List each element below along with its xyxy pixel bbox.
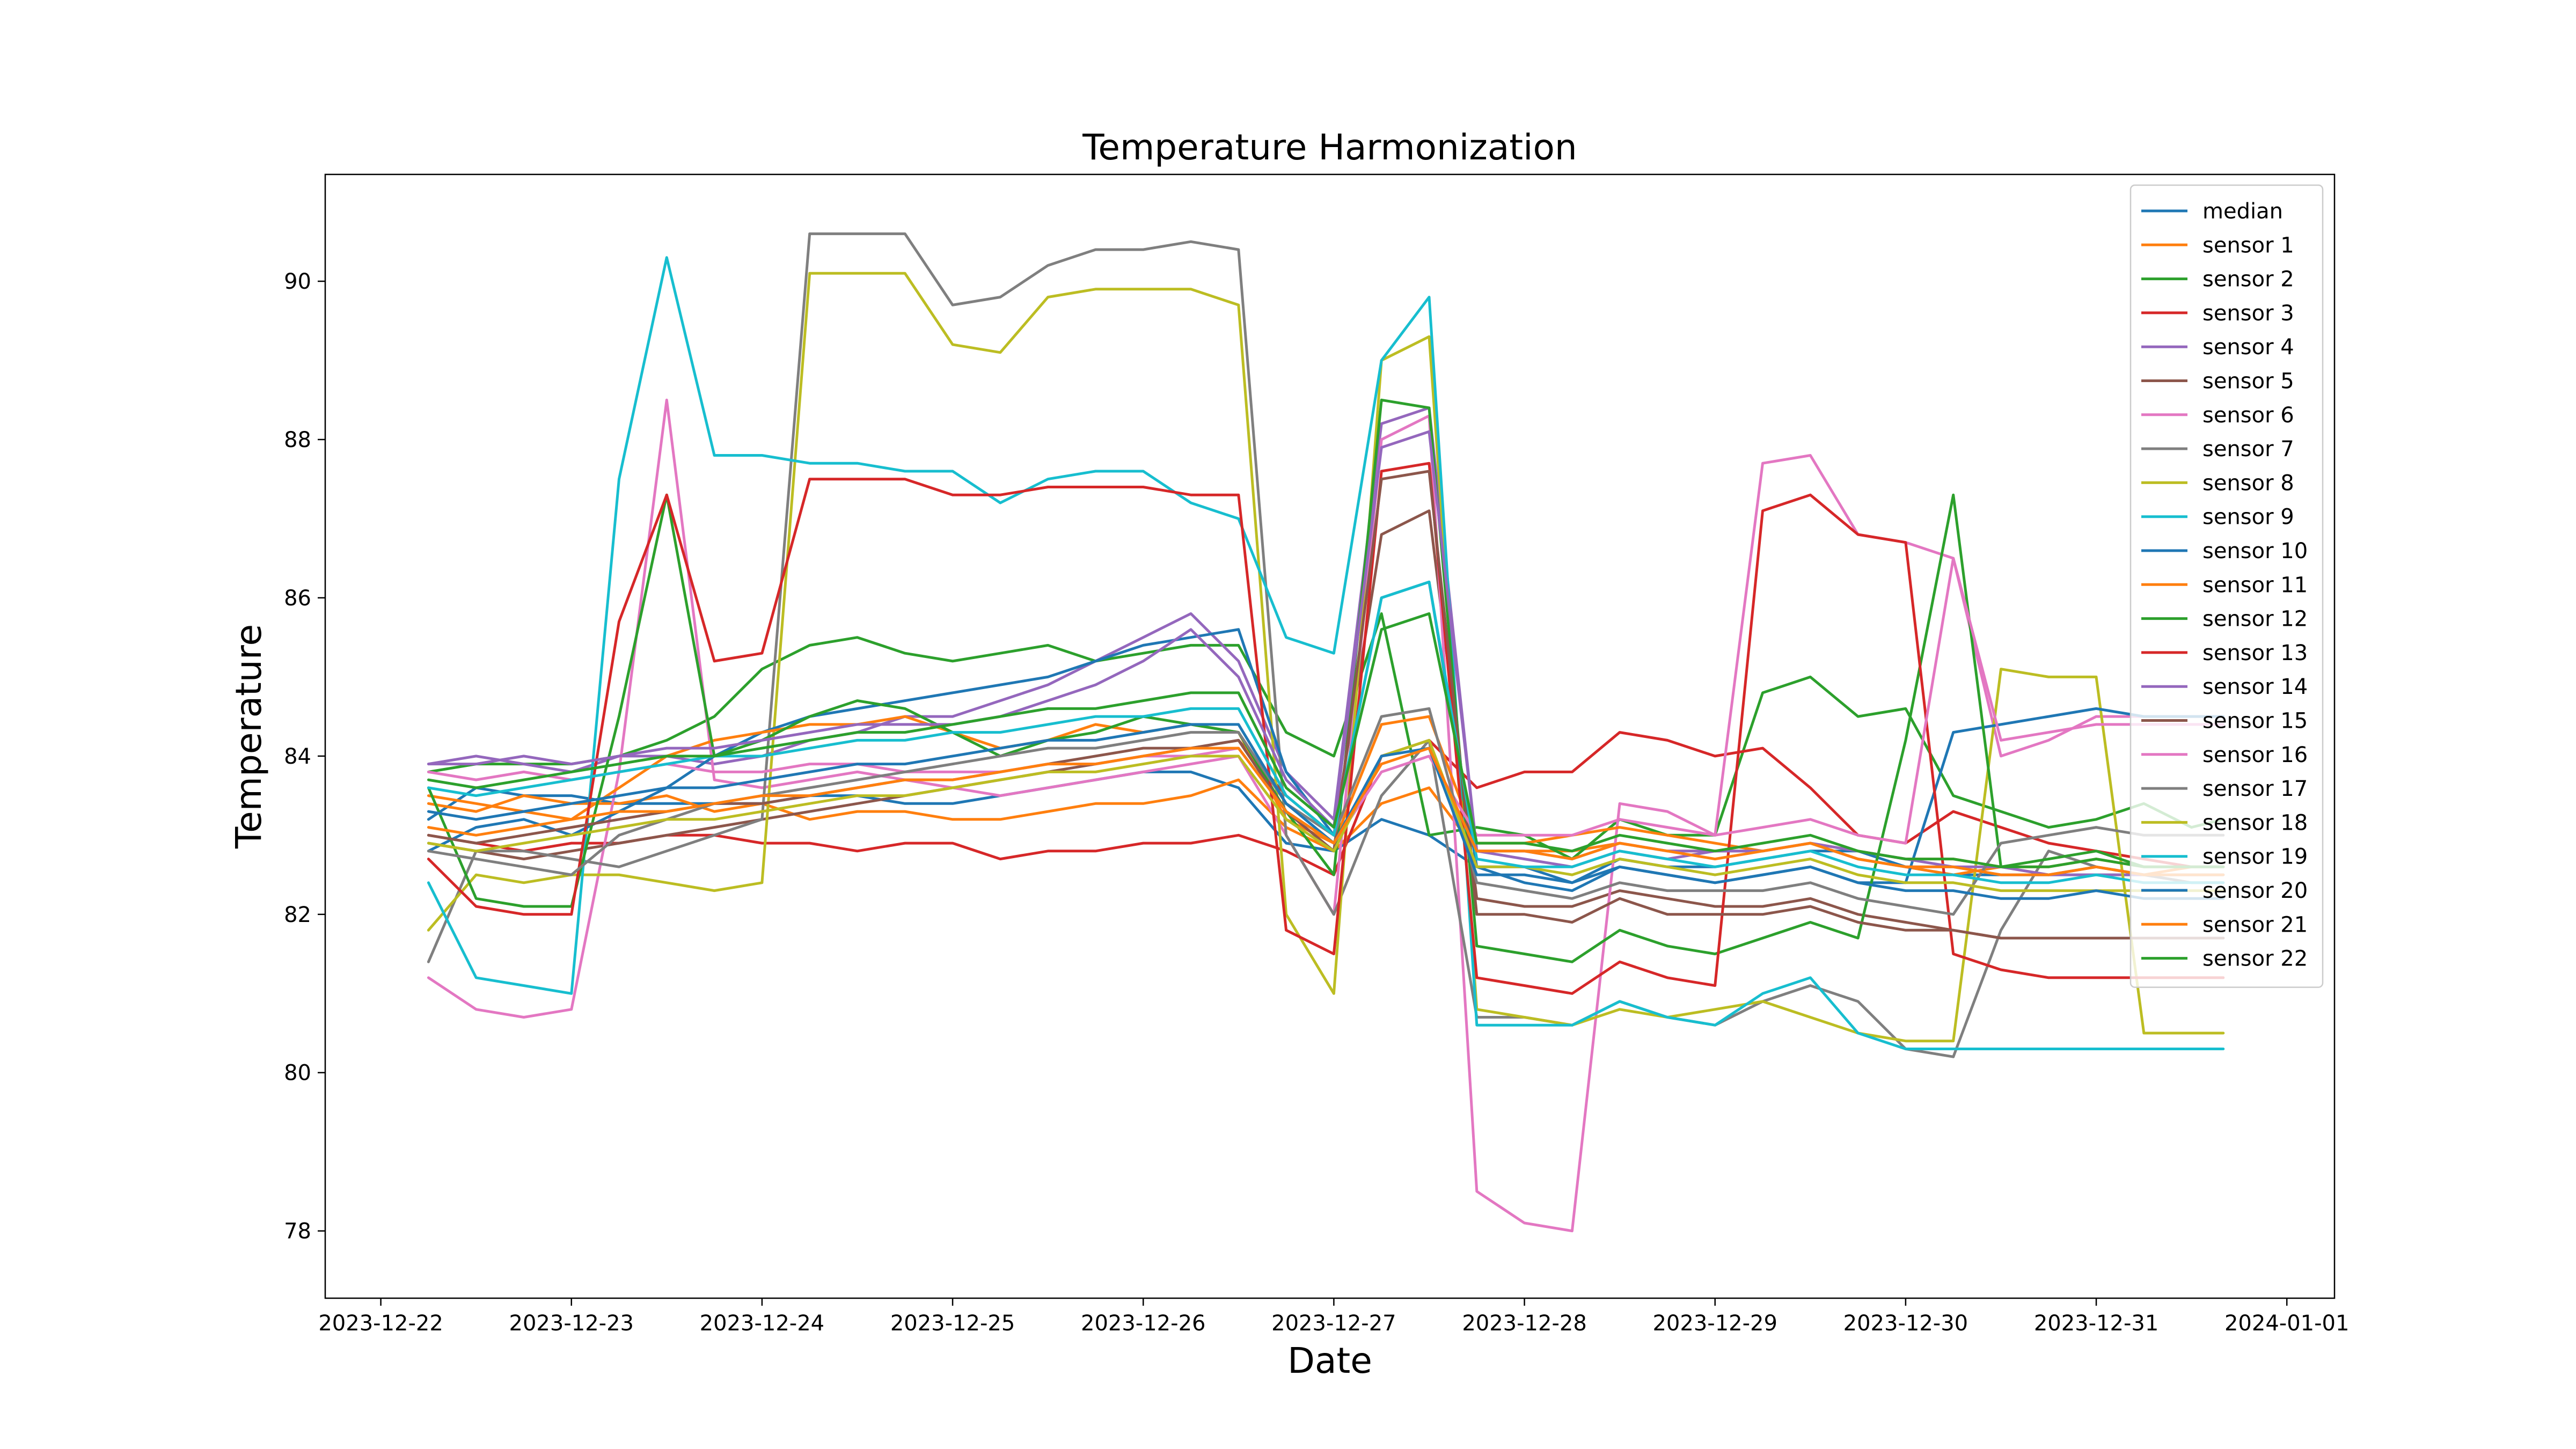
x-tick-label: 2023-12-22 bbox=[318, 1311, 443, 1336]
y-tick-label: 82 bbox=[284, 903, 311, 927]
series-line-22 bbox=[427, 612, 2225, 868]
series-line-21 bbox=[427, 747, 2225, 876]
series-line-18 bbox=[427, 738, 2225, 892]
legend-label: sensor 15 bbox=[2202, 709, 2308, 734]
series-line-19 bbox=[427, 580, 2225, 884]
x-axis-label: Date bbox=[1287, 1340, 1372, 1381]
legend-label: sensor 1 bbox=[2202, 233, 2294, 258]
series-layer bbox=[427, 232, 2225, 1233]
series-line-13 bbox=[427, 462, 2225, 995]
legend-label: sensor 14 bbox=[2202, 675, 2308, 699]
legend-label: sensor 13 bbox=[2202, 641, 2308, 665]
legend-frame bbox=[2129, 184, 2324, 988]
y-tick-label: 86 bbox=[284, 586, 311, 611]
legend-label: sensor 9 bbox=[2202, 505, 2294, 530]
legend-label: sensor 12 bbox=[2202, 607, 2308, 632]
y-axis-label: Temperature bbox=[228, 624, 269, 849]
legend-label: sensor 7 bbox=[2202, 437, 2294, 462]
series-line-12 bbox=[427, 398, 2225, 963]
y-tick-label: 80 bbox=[284, 1061, 311, 1086]
series-line-2 bbox=[427, 612, 2225, 861]
chart-title: Temperature Harmonization bbox=[1082, 127, 1577, 168]
series-line-7 bbox=[427, 232, 2225, 1058]
legend-label: sensor 4 bbox=[2202, 335, 2294, 360]
y-tick-label: 88 bbox=[284, 428, 311, 452]
x-tick-label: 2023-12-27 bbox=[1271, 1311, 1396, 1336]
y-tick-label: 78 bbox=[284, 1219, 311, 1244]
x-tick-label: 2023-12-26 bbox=[1081, 1311, 1205, 1336]
legend-label: sensor 8 bbox=[2202, 471, 2294, 495]
legend-label: median bbox=[2202, 199, 2283, 224]
legend-label: sensor 3 bbox=[2202, 301, 2294, 326]
legend-label: sensor 20 bbox=[2202, 879, 2308, 903]
legend-label: sensor 22 bbox=[2202, 947, 2308, 971]
legend-label: sensor 11 bbox=[2202, 573, 2308, 597]
legend-label: sensor 5 bbox=[2202, 369, 2294, 394]
x-tick-label: 2024-01-01 bbox=[2224, 1311, 2349, 1336]
plot-frame bbox=[324, 173, 2336, 1299]
legend-label: sensor 18 bbox=[2202, 810, 2308, 835]
x-tick-label: 2023-12-25 bbox=[890, 1311, 1015, 1336]
x-tick-label: 2023-12-29 bbox=[1652, 1311, 1777, 1336]
legend-label: sensor 10 bbox=[2202, 539, 2308, 564]
legend-label: sensor 17 bbox=[2202, 777, 2308, 801]
legend-label: sensor 6 bbox=[2202, 403, 2294, 428]
series-line-9 bbox=[427, 256, 2225, 1050]
legend-label: sensor 19 bbox=[2202, 845, 2308, 869]
series-line-8 bbox=[427, 272, 2225, 1043]
x-tick-label: 2023-12-31 bbox=[2034, 1311, 2158, 1336]
plot-area bbox=[324, 173, 2336, 1299]
y-axis: 78 80 82 84 86 88 90 bbox=[284, 269, 325, 1244]
x-axis: 2023-12-22 2023-12-23 2023-12-24 2023-12-25… bbox=[318, 1298, 2349, 1336]
y-tick-label: 90 bbox=[284, 269, 311, 294]
legend-label: sensor 2 bbox=[2202, 267, 2294, 292]
legend-label: sensor 16 bbox=[2202, 743, 2308, 767]
legend: median sensor 1 sensor 2 sensor 3 sensor 4 se… bbox=[2129, 184, 2324, 988]
y-tick-label: 84 bbox=[284, 744, 311, 769]
x-tick-label: 2023-12-30 bbox=[1843, 1311, 1968, 1336]
x-tick-label: 2023-12-23 bbox=[509, 1311, 634, 1336]
x-tick-label: 2023-12-24 bbox=[700, 1311, 824, 1336]
x-tick-label: 2023-12-28 bbox=[1462, 1311, 1586, 1336]
plot-background bbox=[325, 174, 2334, 1298]
legend-label: sensor 21 bbox=[2202, 912, 2308, 937]
